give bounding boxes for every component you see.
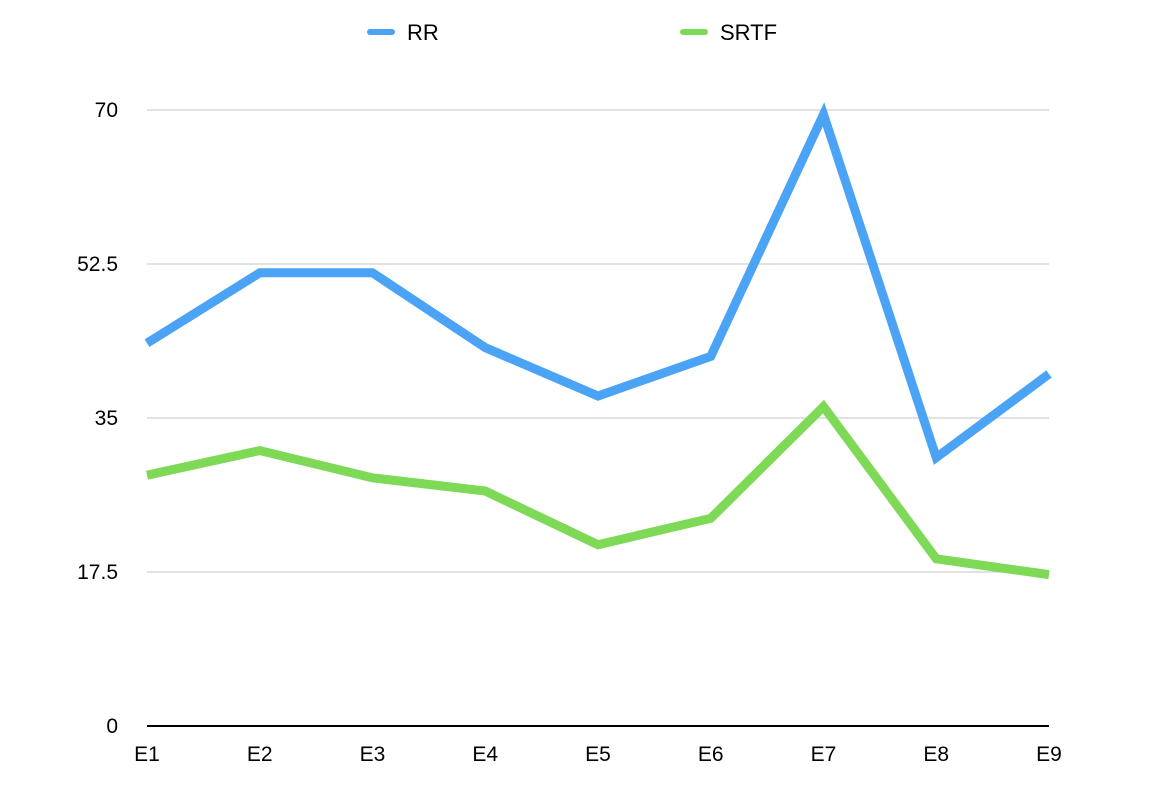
gridlines (147, 109, 1049, 573)
x-axis: E1 E2 E3 E4 E5 E6 E7 E8 E9 (134, 725, 1062, 766)
y-axis: 0 17.5 35 52.5 70 (77, 99, 118, 738)
x-tick-label: E3 (360, 743, 386, 766)
y-tick-label: 0 (106, 715, 118, 738)
legend: RR SRTF (367, 20, 777, 45)
y-tick-label: 35 (95, 407, 118, 430)
x-tick-label: E6 (698, 743, 724, 766)
y-tick-label: 52.5 (77, 253, 118, 276)
x-tick-label: E7 (811, 743, 837, 766)
legend-label-srtf: SRTF (720, 20, 777, 45)
x-tick-label: E9 (1036, 743, 1062, 766)
x-tick-label: E4 (472, 743, 498, 766)
x-tick-label: E1 (134, 743, 160, 766)
x-tick-label: E5 (585, 743, 611, 766)
series-line-srtf (146, 399, 1050, 580)
x-tick-label: E2 (247, 743, 273, 766)
y-tick-label: 70 (95, 99, 118, 122)
series-line-rr (144, 102, 1052, 465)
series-group (144, 102, 1052, 580)
y-tick-label: 17.5 (77, 561, 118, 584)
x-tick-label: E8 (923, 743, 949, 766)
legend-label-rr: RR (407, 20, 439, 45)
